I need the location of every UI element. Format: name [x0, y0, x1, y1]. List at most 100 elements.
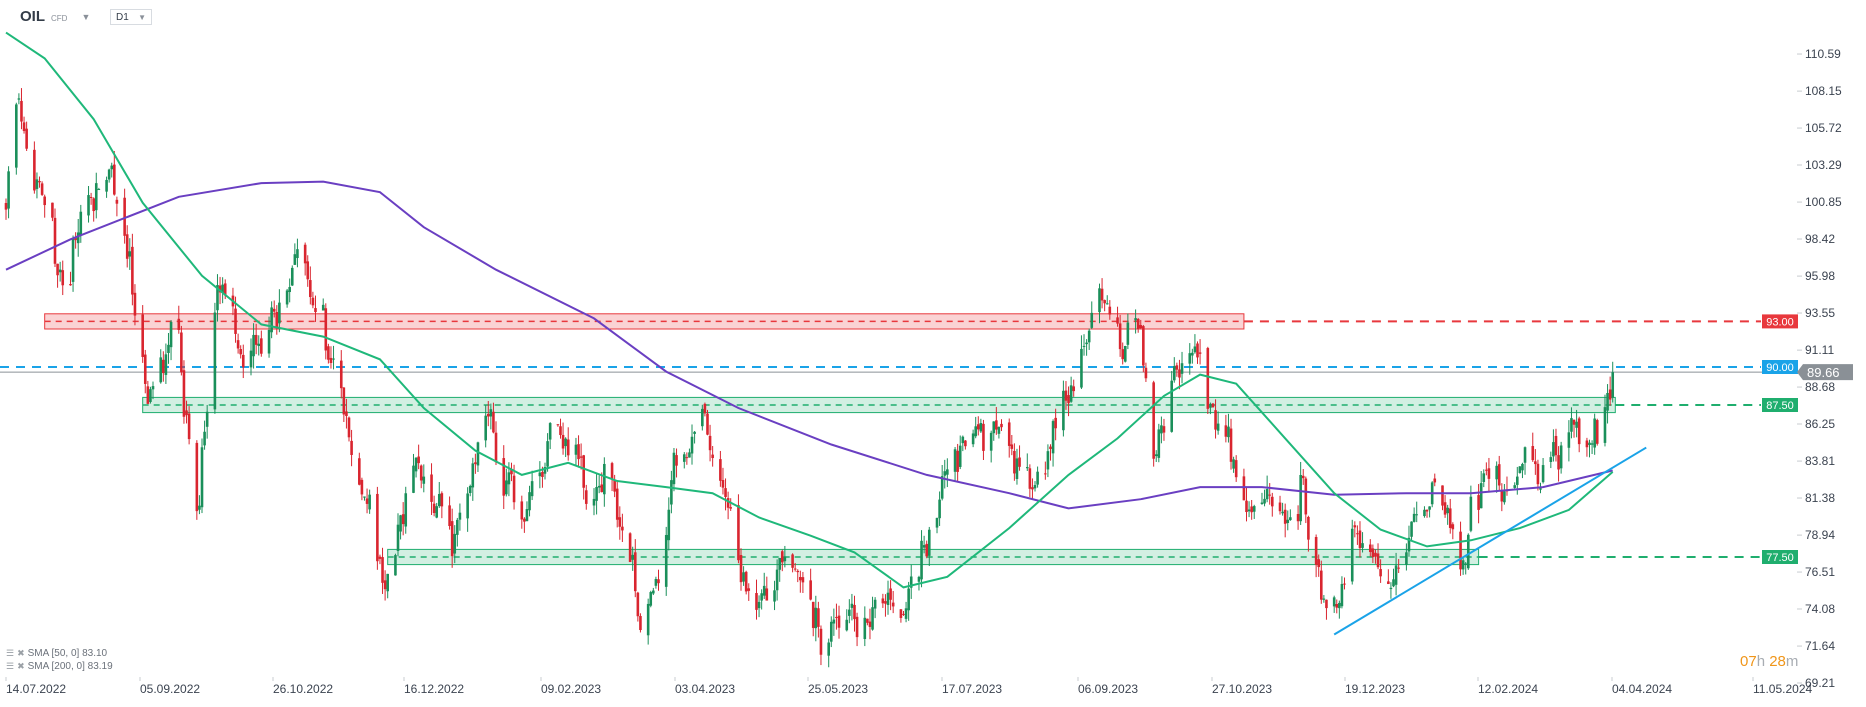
- candle-down[interactable]: [1283, 509, 1287, 524]
- candle-down[interactable]: [708, 435, 712, 451]
- candle-down[interactable]: [584, 490, 588, 504]
- candle-up[interactable]: [1466, 534, 1470, 569]
- candle-up[interactable]: [564, 438, 567, 447]
- candle-up[interactable]: [1521, 463, 1524, 471]
- settings-icon[interactable]: ☰: [6, 661, 15, 671]
- candle-down[interactable]: [417, 456, 420, 464]
- candle-down[interactable]: [345, 411, 348, 416]
- candle-down[interactable]: [33, 149, 36, 191]
- candle-down[interactable]: [125, 234, 129, 259]
- candle-up[interactable]: [1611, 372, 1615, 398]
- candle-down[interactable]: [809, 580, 812, 600]
- candle-up[interactable]: [110, 165, 114, 170]
- candle-down[interactable]: [747, 588, 751, 591]
- candle-down[interactable]: [703, 403, 707, 414]
- candle-up[interactable]: [270, 307, 273, 333]
- candle-down[interactable]: [1224, 425, 1228, 437]
- candle-down[interactable]: [492, 411, 495, 433]
- candle-up[interactable]: [1412, 513, 1416, 522]
- candle-up[interactable]: [832, 619, 836, 624]
- candle-down[interactable]: [303, 244, 307, 264]
- candle-up[interactable]: [1332, 597, 1336, 607]
- candle-down[interactable]: [739, 555, 743, 583]
- candle-down[interactable]: [1142, 326, 1145, 366]
- candle-down[interactable]: [1196, 343, 1199, 358]
- candle-up[interactable]: [1539, 488, 1542, 490]
- candle-down[interactable]: [146, 386, 150, 404]
- candle-down[interactable]: [1608, 389, 1612, 400]
- candle-down[interactable]: [378, 556, 382, 559]
- candle-down[interactable]: [1250, 506, 1253, 513]
- candle-down[interactable]: [131, 246, 134, 295]
- candle-down[interactable]: [234, 308, 237, 334]
- candle-up[interactable]: [958, 445, 962, 467]
- candle-down[interactable]: [899, 609, 903, 618]
- candle-down[interactable]: [162, 359, 165, 374]
- candle-down[interactable]: [365, 498, 369, 504]
- candle-down[interactable]: [1242, 476, 1246, 501]
- candle-up[interactable]: [664, 534, 668, 587]
- candle-up[interactable]: [1495, 465, 1498, 480]
- candle-down[interactable]: [837, 615, 841, 628]
- candle-down[interactable]: [618, 517, 622, 527]
- candle-down[interactable]: [956, 450, 959, 472]
- candle-up[interactable]: [1209, 403, 1212, 408]
- candle-up[interactable]: [1588, 442, 1591, 445]
- candle-down[interactable]: [613, 479, 616, 492]
- candle-down[interactable]: [133, 292, 137, 316]
- candle-down[interactable]: [401, 514, 405, 525]
- candle-down[interactable]: [1103, 300, 1106, 304]
- candle-up[interactable]: [1015, 458, 1019, 479]
- candle-down[interactable]: [329, 357, 333, 364]
- candle-up[interactable]: [278, 302, 281, 324]
- candle-up[interactable]: [548, 423, 552, 440]
- candle-down[interactable]: [1152, 382, 1155, 459]
- candle-up[interactable]: [922, 545, 926, 548]
- candle-down[interactable]: [141, 314, 144, 357]
- candle-up[interactable]: [1415, 514, 1419, 516]
- candle-up[interactable]: [399, 515, 402, 532]
- candle-down[interactable]: [964, 440, 967, 447]
- candle-down[interactable]: [1485, 469, 1488, 471]
- candle-down[interactable]: [811, 601, 815, 628]
- candle-down[interactable]: [311, 297, 315, 306]
- candle-up[interactable]: [17, 98, 21, 100]
- candle-up[interactable]: [414, 457, 418, 472]
- candle-up[interactable]: [1446, 507, 1449, 514]
- candle-down[interactable]: [1554, 435, 1558, 456]
- candle-up[interactable]: [437, 493, 441, 507]
- candle-down[interactable]: [218, 285, 222, 293]
- candle-up[interactable]: [1503, 491, 1506, 503]
- candle-down[interactable]: [448, 505, 451, 527]
- candle-down[interactable]: [327, 346, 330, 360]
- candle-up[interactable]: [871, 607, 874, 630]
- candle-down[interactable]: [633, 552, 637, 592]
- candle-down[interactable]: [51, 202, 54, 218]
- candle-up[interactable]: [574, 444, 578, 455]
- candle-down[interactable]: [982, 423, 985, 451]
- candle-down[interactable]: [1010, 444, 1014, 449]
- candle-down[interactable]: [1301, 475, 1305, 479]
- candle-down[interactable]: [1441, 485, 1444, 506]
- candle-down[interactable]: [801, 577, 805, 583]
- candle-down[interactable]: [1585, 440, 1589, 448]
- candle-down[interactable]: [925, 543, 929, 557]
- candle-up[interactable]: [1260, 502, 1264, 504]
- candle-down[interactable]: [1214, 410, 1217, 430]
- candle-down[interactable]: [1108, 306, 1112, 315]
- candle-down[interactable]: [791, 554, 794, 568]
- candle-up[interactable]: [693, 431, 696, 434]
- candle-down[interactable]: [182, 370, 186, 417]
- candle-up[interactable]: [1567, 432, 1571, 448]
- candle-down[interactable]: [711, 454, 714, 459]
- candle-up[interactable]: [1090, 312, 1094, 328]
- candle-down[interactable]: [610, 463, 614, 479]
- candle-down[interactable]: [1175, 365, 1179, 370]
- candle-down[interactable]: [1044, 473, 1047, 475]
- candle-up[interactable]: [775, 569, 779, 591]
- candle-up[interactable]: [252, 334, 255, 357]
- candle-up[interactable]: [1515, 476, 1519, 485]
- candle-up[interactable]: [850, 603, 854, 608]
- candle-down[interactable]: [38, 181, 41, 183]
- candle-down[interactable]: [819, 628, 823, 655]
